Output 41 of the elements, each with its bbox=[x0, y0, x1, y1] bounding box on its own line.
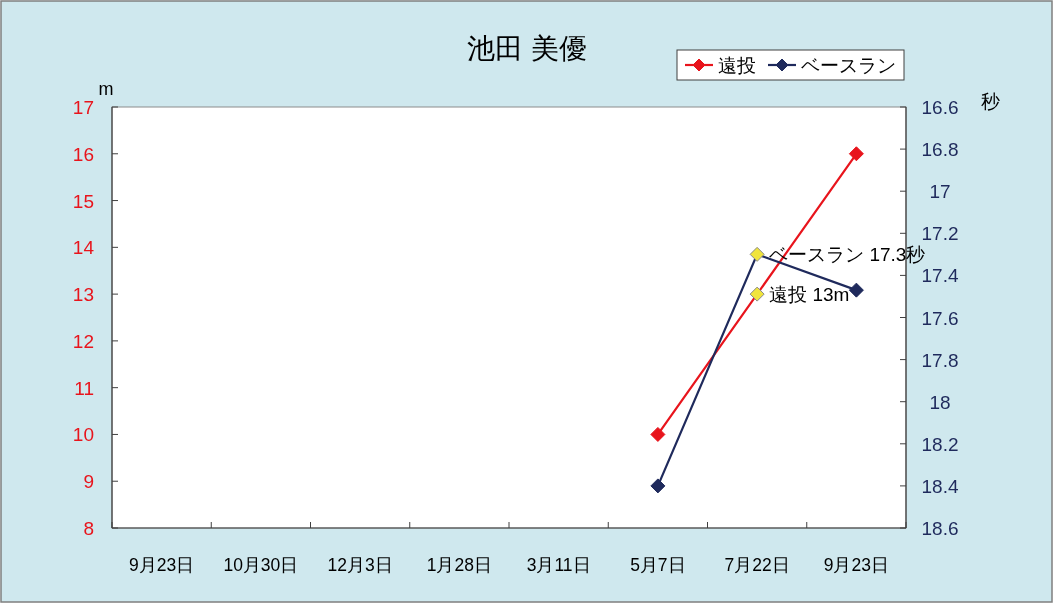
x-tick-label: 1月28日 bbox=[426, 555, 492, 575]
y2-tick-label: 16.6 bbox=[921, 97, 959, 118]
y2-tick-label: 18.2 bbox=[921, 433, 959, 455]
point bbox=[848, 282, 864, 298]
y2-axis-title: 秒 bbox=[980, 91, 1000, 112]
point bbox=[848, 146, 864, 162]
point bbox=[650, 426, 666, 442]
y2-tick-label: 17 bbox=[929, 181, 951, 203]
y-tick-label: 11 bbox=[74, 377, 94, 399]
x-tick-label: 9月23日 bbox=[129, 555, 195, 575]
y2-tick-label: 16.8 bbox=[921, 139, 959, 161]
y-tick-label: 13 bbox=[72, 284, 94, 306]
y2-tick-label: 17.4 bbox=[921, 265, 959, 287]
point bbox=[749, 286, 765, 302]
x-tick-label: 9月23日 bbox=[823, 555, 889, 575]
y2-tick-label: 18.4 bbox=[921, 475, 959, 497]
y-tick-label: 15 bbox=[72, 190, 94, 212]
x-tick-label: 10月30日 bbox=[223, 555, 299, 575]
y2-tick-label: 18 bbox=[929, 391, 951, 413]
legend-label: ベースラン bbox=[801, 55, 896, 76]
point bbox=[650, 478, 666, 494]
x-tick-label: 12月3日 bbox=[327, 555, 393, 575]
y-tick-label: 12 bbox=[72, 330, 94, 352]
x-tick-label: 7月22日 bbox=[724, 555, 790, 575]
y-tick-label: 9 bbox=[83, 471, 94, 493]
annotation: 遠投 13m bbox=[769, 284, 850, 306]
y2-tick-label: 17.6 bbox=[921, 307, 959, 329]
y-tick-label: 8 bbox=[83, 518, 94, 539]
x-tick-label: 5月7日 bbox=[630, 555, 686, 575]
legend-label: 遠投 bbox=[718, 55, 756, 76]
chart-title: 池田 美優 bbox=[467, 33, 587, 64]
point bbox=[749, 246, 765, 262]
y-tick-label: 17 bbox=[72, 97, 94, 118]
y-tick-label: 14 bbox=[72, 237, 95, 259]
y2-tick-label: 17.2 bbox=[921, 223, 959, 245]
y2-tick-label: 17.8 bbox=[921, 349, 959, 371]
x-tick-label: 3月11日 bbox=[526, 555, 591, 575]
y-tick-label: 10 bbox=[72, 424, 94, 446]
y2-tick-label: 18.6 bbox=[921, 518, 959, 539]
y-axis-title: m bbox=[98, 79, 114, 99]
y-tick-label: 16 bbox=[72, 143, 94, 165]
